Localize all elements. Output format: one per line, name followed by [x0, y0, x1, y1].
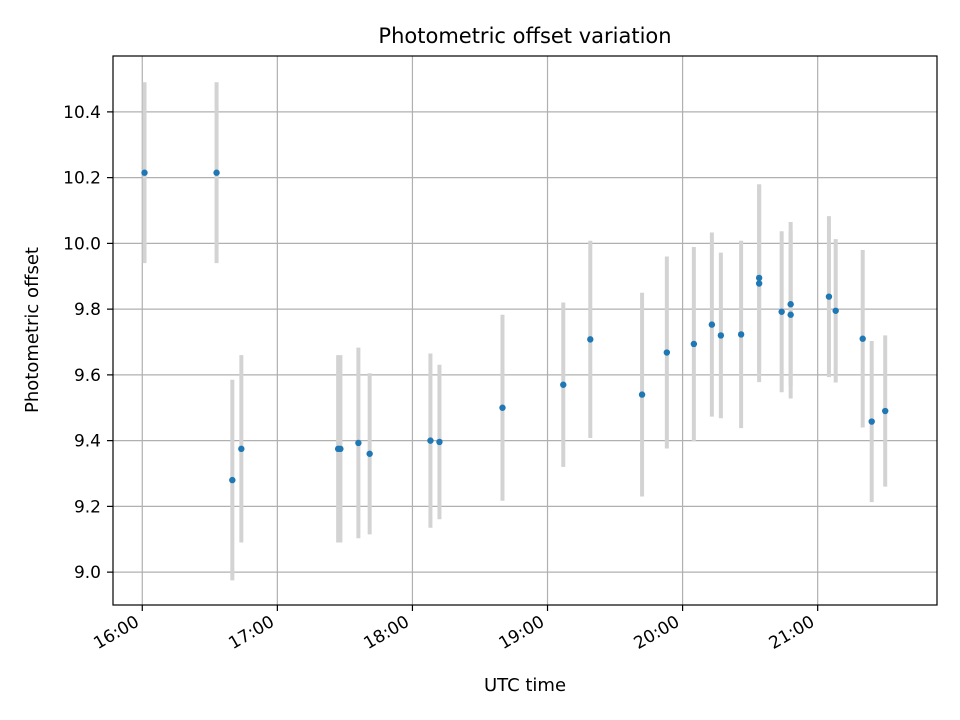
data-point: [229, 476, 236, 484]
data-point: [213, 169, 220, 176]
x-tick-label: 21:00: [766, 612, 818, 654]
data-point: [663, 349, 671, 356]
x-tick-label: 17:00: [225, 612, 277, 654]
data-point: [355, 439, 362, 447]
y-tick-label: 10.2: [63, 169, 101, 189]
data-point: [638, 391, 646, 398]
data-point: [366, 450, 373, 457]
x-tick-label: 20:00: [631, 612, 683, 654]
y-tick-label: 10.4: [63, 103, 101, 123]
data-point: [832, 307, 839, 314]
y-tick-label: 9.2: [74, 497, 101, 517]
data-point: [717, 332, 725, 339]
data-point: [868, 418, 875, 425]
errorbar-layer: [142, 82, 888, 581]
data-point: [859, 335, 866, 342]
point-layer: [141, 169, 889, 484]
data-point: [587, 336, 594, 343]
data-point: [755, 274, 763, 282]
data-point: [436, 438, 443, 446]
x-tick-label: 18:00: [360, 612, 412, 654]
data-point: [737, 331, 745, 338]
data-point: [427, 437, 434, 444]
data-point: [708, 321, 716, 328]
data-point: [825, 293, 833, 300]
chart-title: Photometric offset variation: [378, 24, 671, 48]
data-point: [337, 445, 344, 453]
x-axis-label: UTC time: [484, 675, 566, 696]
data-point: [755, 280, 763, 287]
data-point: [141, 169, 148, 176]
y-tick-label: 9.0: [74, 563, 101, 583]
y-tick-label: 9.4: [74, 432, 101, 452]
plot-frame: [112, 55, 938, 606]
grid-layer: [113, 56, 937, 605]
data-point: [882, 407, 889, 415]
data-point: [238, 445, 245, 453]
data-point: [499, 404, 506, 411]
y-tick-label: 10.0: [63, 234, 101, 254]
data-point: [778, 308, 785, 315]
y-tick-label: 9.8: [74, 300, 101, 320]
y-axis-label: Photometric offset: [22, 247, 43, 413]
data-point: [787, 301, 794, 308]
x-tick-label: 19:00: [496, 612, 548, 654]
x-tick-label: 16:00: [90, 612, 142, 654]
y-tick-label: 9.6: [74, 366, 101, 386]
data-point: [787, 311, 794, 318]
data-point: [690, 340, 698, 348]
data-point: [560, 381, 567, 388]
